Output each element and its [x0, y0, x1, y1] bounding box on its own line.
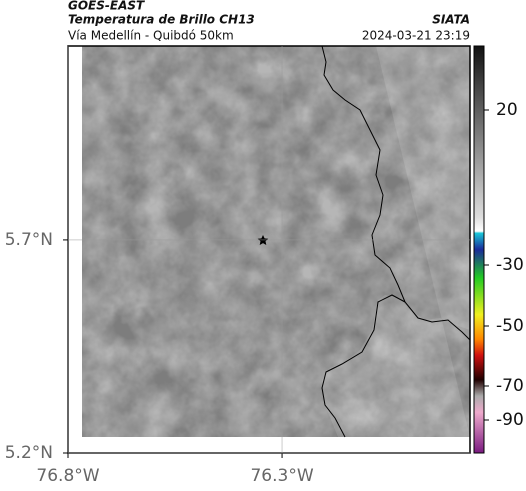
datetime: 2024-03-21 23:19	[362, 29, 470, 43]
imagery	[82, 46, 470, 437]
area: Vía Medellín - Quibdó 50km	[68, 29, 234, 43]
colorbar-label: 20	[496, 100, 518, 120]
border	[321, 45, 471, 438]
y-tick-label: 5.2°N	[5, 443, 53, 463]
x-tick-label: 76.8°W	[36, 466, 99, 486]
product: Temperatura de Brillo CH13	[68, 13, 255, 27]
y-tick-label: 5.7°N	[5, 230, 53, 250]
source: SIATA	[432, 13, 470, 27]
colorbar	[473, 45, 485, 454]
colorbar-label: -30	[496, 255, 524, 275]
colorbar-label: -90	[496, 410, 524, 430]
lowland-shade	[322, 46, 470, 437]
colorbar-label: -50	[496, 316, 524, 336]
satellite: GOES-EAST	[68, 0, 145, 13]
colorbar-label: -70	[496, 376, 524, 396]
x-tick-label: 76.3°W	[250, 466, 313, 486]
